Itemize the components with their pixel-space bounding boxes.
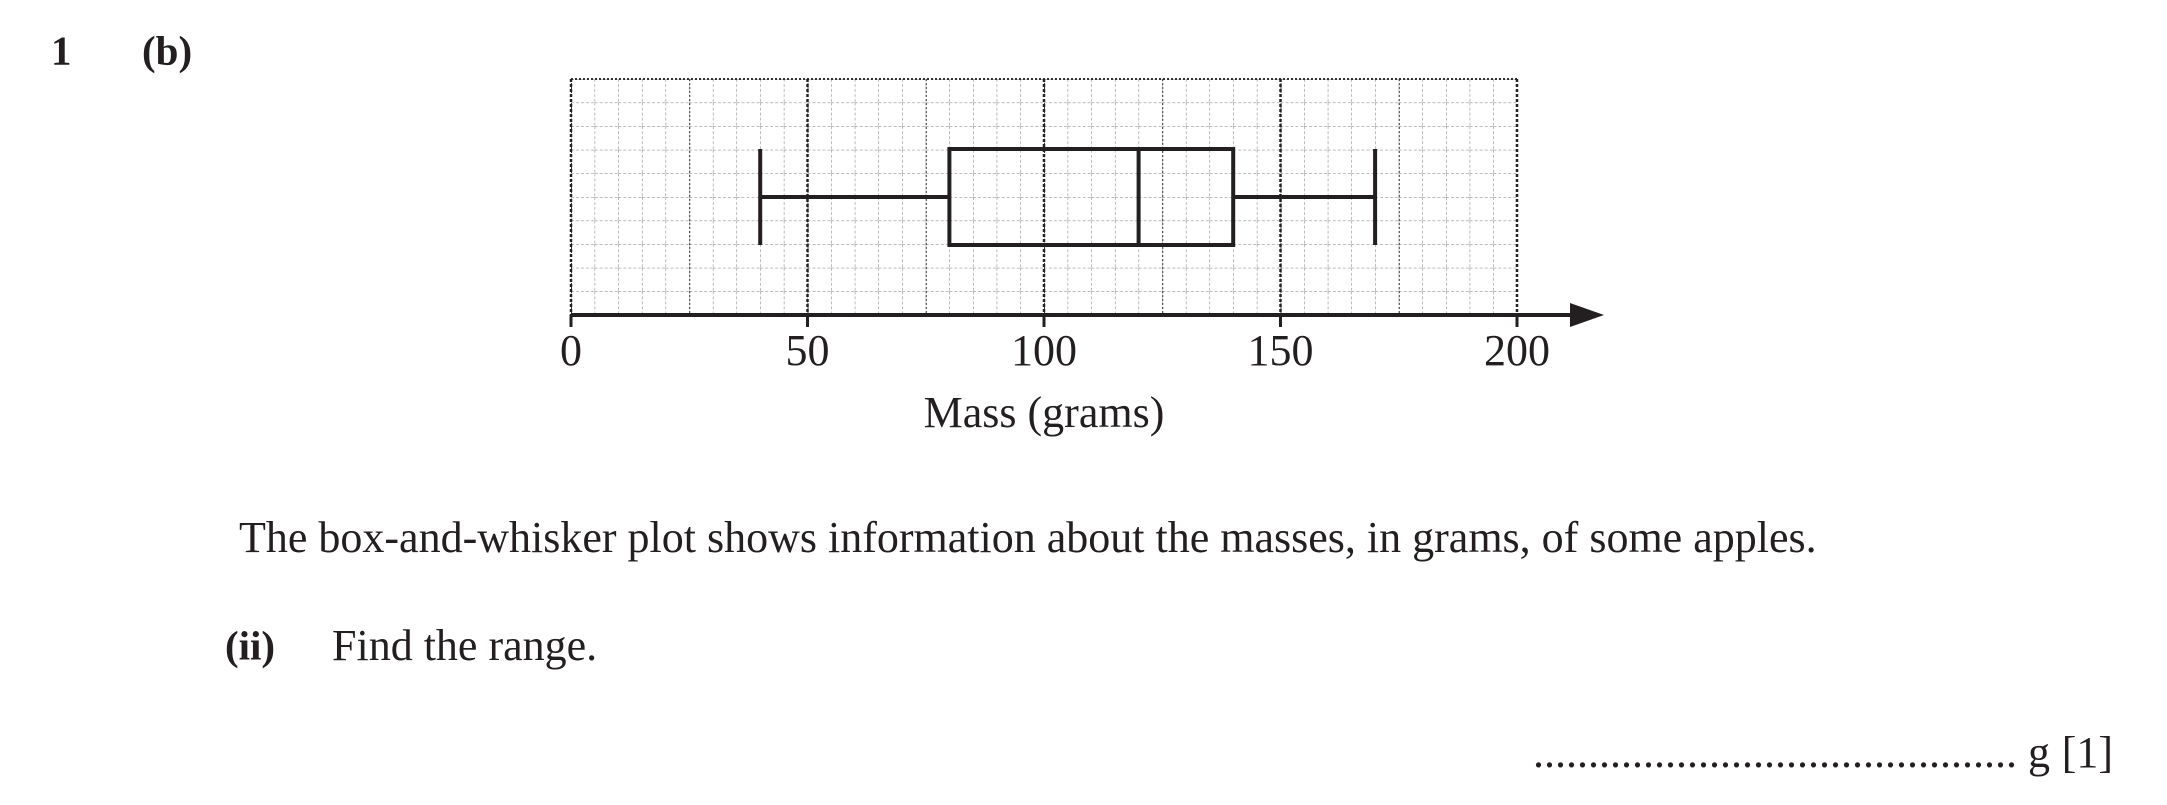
x-tick-label: 200 <box>1484 326 1550 375</box>
subpart: (ii) <box>225 622 275 668</box>
marks: [1] <box>2062 728 2113 777</box>
plot: 0 50 100 150 200 <box>560 79 1550 375</box>
x-tick-label: 100 <box>1011 326 1077 375</box>
stem: The box-and-whisker plot shows informati… <box>239 513 1817 562</box>
question-part: (b) <box>142 27 192 73</box>
axis-arrow <box>1570 303 1604 327</box>
answer-line: ........................................… <box>1533 728 2050 777</box>
x-axis-label: Mass (grams) <box>924 388 1165 437</box>
x-tick-label: 150 <box>1248 326 1314 375</box>
box <box>947 147 1236 247</box>
question-number: 1 <box>51 27 72 73</box>
prompt: Find the range. <box>332 621 597 670</box>
x-tick-label: 0 <box>560 326 582 375</box>
x-tick-label: 50 <box>786 326 830 375</box>
